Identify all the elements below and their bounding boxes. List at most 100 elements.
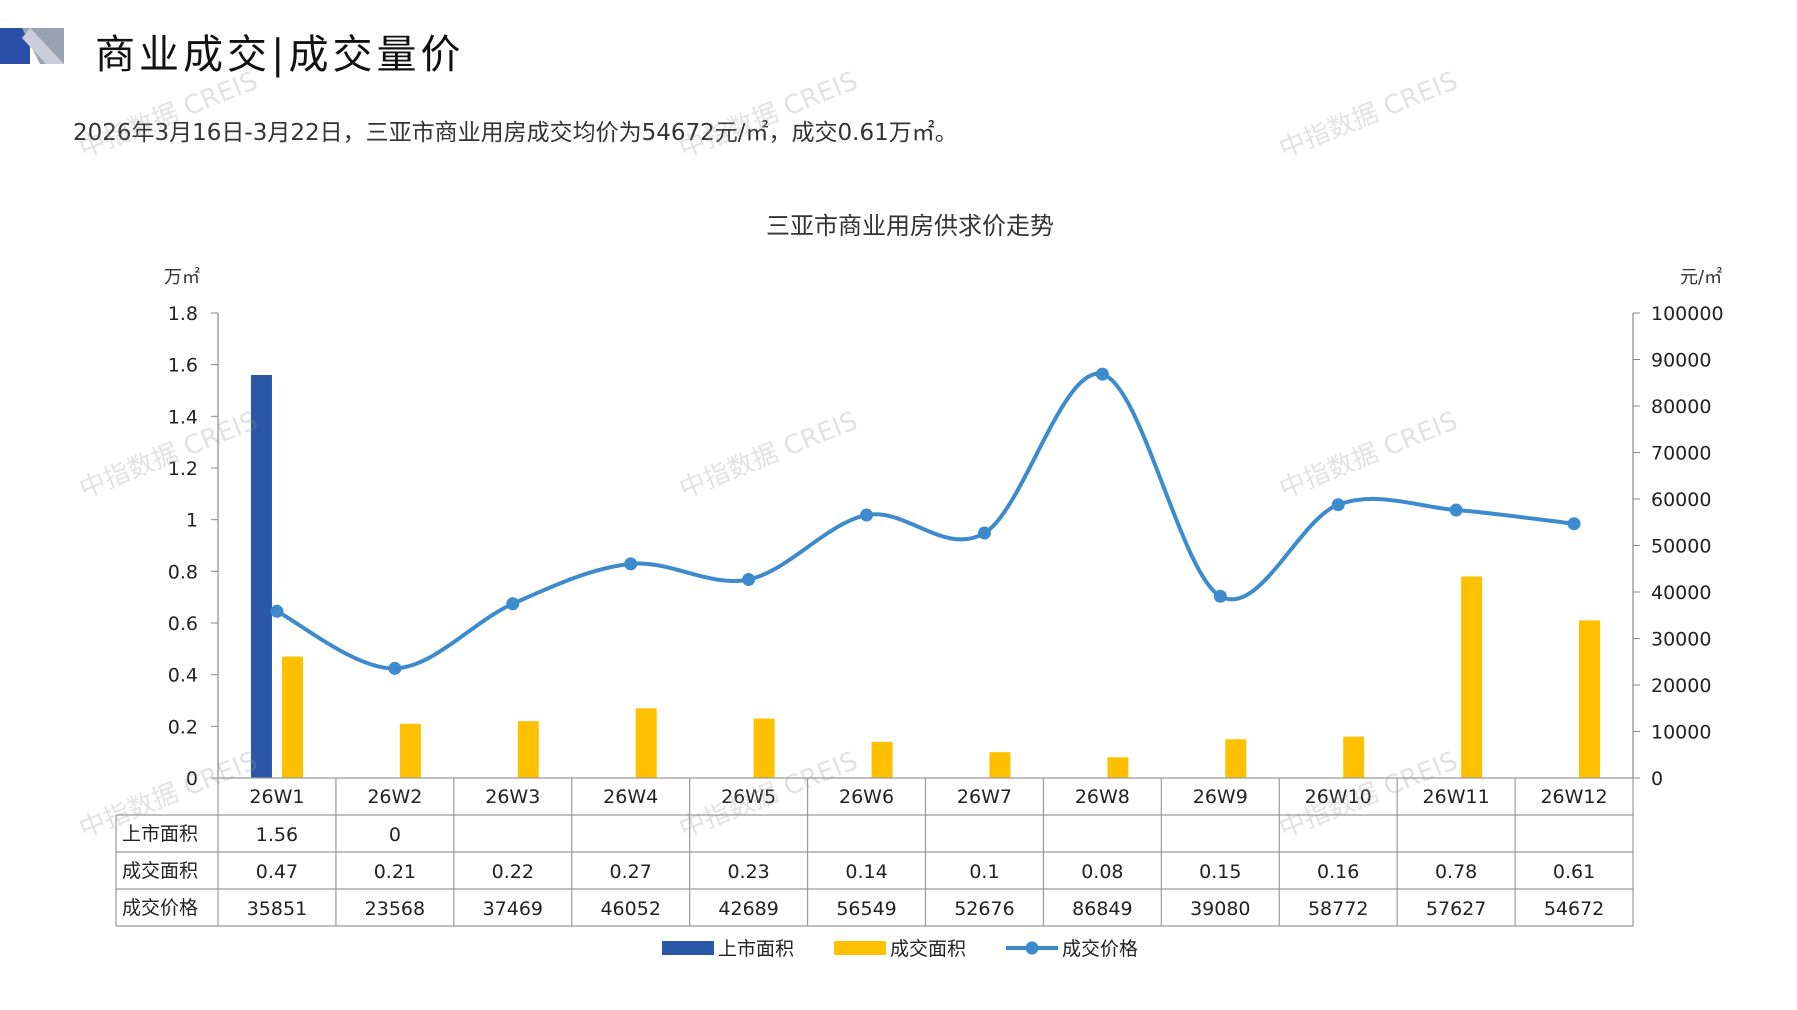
left-tick-label: 1.8 xyxy=(168,303,198,325)
bar-成交面积 xyxy=(281,656,303,778)
right-tick-label: 100000 xyxy=(1651,303,1724,325)
price-point xyxy=(860,508,874,522)
price-point xyxy=(977,526,991,540)
table-cell: 0.08 xyxy=(1081,861,1123,883)
table-cell: 57627 xyxy=(1426,898,1486,920)
price-point xyxy=(742,572,756,586)
category-label: 26W10 xyxy=(1305,786,1372,808)
right-tick-label: 70000 xyxy=(1651,443,1711,465)
right-tick-label: 10000 xyxy=(1651,722,1711,744)
category-label: 26W3 xyxy=(485,786,540,808)
right-tick-label: 90000 xyxy=(1651,350,1711,372)
right-tick-label: 60000 xyxy=(1651,489,1711,511)
bar-成交面积 xyxy=(1343,736,1365,778)
table-cell: 58772 xyxy=(1308,898,1368,920)
legend-swatch-成交面积 xyxy=(834,941,886,955)
price-point xyxy=(1449,503,1463,517)
category-label: 26W7 xyxy=(957,786,1012,808)
left-tick-label: 1 xyxy=(186,510,198,532)
table-row-label: 成交面积 xyxy=(122,860,198,882)
category-label: 26W1 xyxy=(249,786,304,808)
table-cell: 46052 xyxy=(600,898,660,920)
bar-成交面积 xyxy=(635,708,657,778)
right-tick-label: 50000 xyxy=(1651,536,1711,558)
left-tick-label: 0.6 xyxy=(168,613,198,635)
table-cell: 1.56 xyxy=(256,824,298,846)
right-tick-label: 0 xyxy=(1651,768,1663,790)
right-tick-label: 20000 xyxy=(1651,675,1711,697)
category-label: 26W2 xyxy=(367,786,422,808)
category-label: 26W5 xyxy=(721,786,776,808)
left-tick-label: 0.4 xyxy=(168,665,198,687)
price-point xyxy=(1331,498,1345,512)
table-cell: 54672 xyxy=(1544,898,1604,920)
table-row-label: 上市面积 xyxy=(122,823,198,845)
table-cell: 0.14 xyxy=(845,861,887,883)
table-cell: 0.21 xyxy=(374,861,416,883)
table-cell: 52676 xyxy=(954,898,1014,920)
category-label: 26W6 xyxy=(839,786,894,808)
right-tick-label: 40000 xyxy=(1651,582,1711,604)
table-cell: 56549 xyxy=(836,898,896,920)
table-cell: 37469 xyxy=(483,898,543,920)
legend-marker-成交价格 xyxy=(1025,941,1039,955)
price-point xyxy=(388,661,402,675)
price-point xyxy=(270,604,284,618)
left-tick-label: 1.6 xyxy=(168,355,198,377)
bar-成交面积 xyxy=(871,741,893,778)
bar-成交面积 xyxy=(1579,620,1601,778)
bar-成交面积 xyxy=(753,718,775,778)
table-cell: 86849 xyxy=(1072,898,1132,920)
category-label: 26W4 xyxy=(603,786,658,808)
right-tick-label: 80000 xyxy=(1651,396,1711,418)
legend-swatch-上市面积 xyxy=(662,941,714,955)
bar-成交面积 xyxy=(1225,739,1247,778)
summary-text: 2026年3月16日-3月22日，三亚市商业用房成交均价为54672元/㎡，成交… xyxy=(73,120,958,146)
table-cell: 23568 xyxy=(365,898,425,920)
table-cell: 39080 xyxy=(1190,898,1250,920)
table-cell: 0.15 xyxy=(1199,861,1241,883)
left-axis-unit: 万㎡ xyxy=(164,266,200,288)
bar-成交面积 xyxy=(989,752,1011,778)
right-axis-unit: 元/㎡ xyxy=(1680,266,1722,288)
page-title: 商业成交|成交量价 xyxy=(95,32,465,78)
legend-label: 上市面积 xyxy=(718,938,794,960)
category-label: 26W8 xyxy=(1075,786,1130,808)
price-point xyxy=(1567,517,1581,531)
price-line xyxy=(276,371,1575,671)
bar-成交面积 xyxy=(1107,757,1129,778)
price-point xyxy=(506,597,520,611)
table-cell: 42689 xyxy=(718,898,778,920)
table-row-label: 成交价格 xyxy=(122,897,198,919)
category-label: 26W11 xyxy=(1423,786,1490,808)
table-cell: 0.47 xyxy=(256,861,298,883)
table-cell: 35851 xyxy=(247,898,307,920)
right-tick-label: 30000 xyxy=(1651,629,1711,651)
table-cell: 0.22 xyxy=(492,861,534,883)
left-tick-label: 0.2 xyxy=(168,716,198,738)
legend-label: 成交面积 xyxy=(890,938,966,960)
bar-成交面积 xyxy=(517,721,539,778)
table-cell: 0 xyxy=(389,824,401,846)
bar-成交面积 xyxy=(399,723,421,778)
header-logo xyxy=(0,28,64,64)
left-tick-label: 0 xyxy=(186,768,198,790)
price-point xyxy=(624,557,638,571)
left-tick-label: 1.4 xyxy=(168,406,198,428)
price-point xyxy=(1095,367,1109,381)
left-tick-label: 1.2 xyxy=(168,458,198,480)
table-cell: 0.27 xyxy=(610,861,652,883)
category-label: 26W12 xyxy=(1540,786,1607,808)
category-label: 26W9 xyxy=(1193,786,1248,808)
table-cell: 0.61 xyxy=(1553,861,1595,883)
table-cell: 0.78 xyxy=(1435,861,1477,883)
left-tick-label: 0.8 xyxy=(168,561,198,583)
bar-上市面积 xyxy=(250,375,272,778)
table-cell: 0.1 xyxy=(969,861,999,883)
bar-成交面积 xyxy=(1461,576,1483,778)
chart-title: 三亚市商业用房供求价走势 xyxy=(766,212,1054,240)
table-cell: 0.23 xyxy=(727,861,769,883)
price-point xyxy=(1213,589,1227,603)
table-cell: 0.16 xyxy=(1317,861,1359,883)
